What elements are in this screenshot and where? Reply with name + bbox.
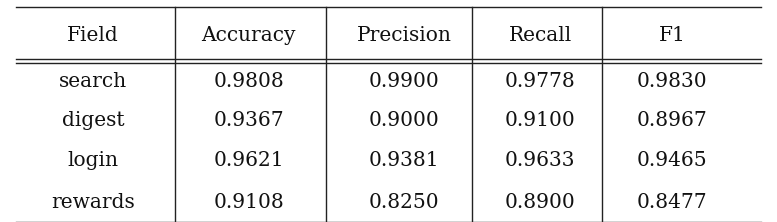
Text: 0.9778: 0.9778 bbox=[504, 71, 576, 91]
Text: Precision: Precision bbox=[357, 26, 451, 45]
Text: 0.9000: 0.9000 bbox=[368, 111, 440, 131]
Text: 0.9808: 0.9808 bbox=[213, 71, 284, 91]
Text: digest: digest bbox=[62, 111, 124, 131]
Text: F1: F1 bbox=[659, 26, 685, 45]
Text: Recall: Recall bbox=[508, 26, 572, 45]
Text: 0.9465: 0.9465 bbox=[637, 151, 707, 170]
Text: Accuracy: Accuracy bbox=[201, 26, 296, 45]
Text: 0.8250: 0.8250 bbox=[369, 192, 439, 212]
Text: 0.9367: 0.9367 bbox=[214, 111, 284, 131]
Text: 0.9900: 0.9900 bbox=[368, 71, 440, 91]
Text: 0.8967: 0.8967 bbox=[636, 111, 708, 131]
Text: 0.9633: 0.9633 bbox=[505, 151, 575, 170]
Text: 0.9830: 0.9830 bbox=[637, 71, 707, 91]
Text: search: search bbox=[59, 71, 127, 91]
Text: 0.9381: 0.9381 bbox=[369, 151, 439, 170]
Text: 0.9108: 0.9108 bbox=[213, 192, 284, 212]
Text: 0.9100: 0.9100 bbox=[504, 111, 576, 131]
Text: 0.8477: 0.8477 bbox=[637, 192, 707, 212]
Text: 0.9621: 0.9621 bbox=[214, 151, 284, 170]
Text: rewards: rewards bbox=[51, 192, 135, 212]
Text: Field: Field bbox=[68, 26, 119, 45]
Text: 0.8900: 0.8900 bbox=[504, 192, 576, 212]
Text: login: login bbox=[68, 151, 119, 170]
